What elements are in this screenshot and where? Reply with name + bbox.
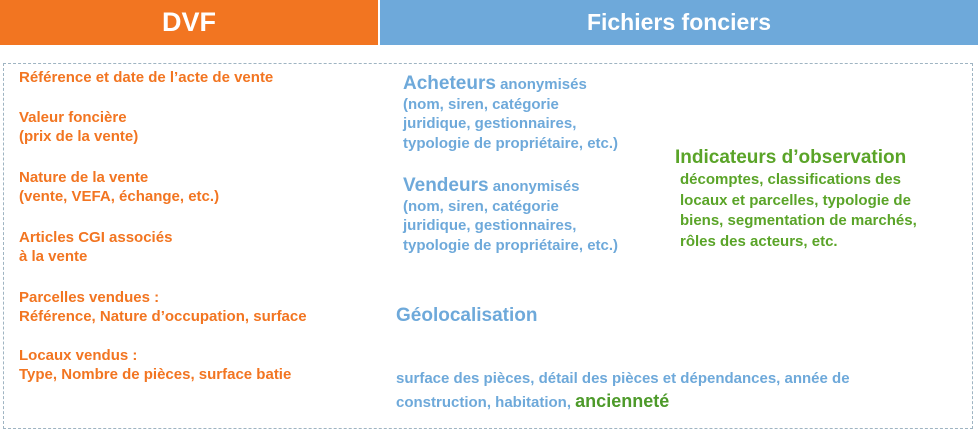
fichiers-fonciers-header: Fichiers fonciers xyxy=(380,0,978,45)
dvf-item-line: à la vente xyxy=(19,248,88,265)
dvf-item-articles: Articles CGI associés à la vente xyxy=(19,228,172,266)
indicateurs-body: décomptes, classifications des locaux et… xyxy=(680,170,917,252)
dvf-item-line: Locaux vendus : xyxy=(19,347,138,364)
content-frame xyxy=(3,63,973,429)
surface-line-1: surface des pièces, détail des pièces et… xyxy=(396,370,850,387)
dvf-header: DVF xyxy=(0,0,378,45)
dvf-item-line: (vente, VEFA, échange, etc.) xyxy=(19,188,220,205)
acheteurs-line: juridique, gestionnaires, xyxy=(403,115,577,132)
surface-line-2: construction, habitation, xyxy=(396,394,576,411)
vendeurs-line: typologie de propriétaire, etc.) xyxy=(403,236,619,254)
acheteurs-line: typologie de propriétaire, etc.) xyxy=(403,134,619,152)
acheteurs-title: Acheteurs xyxy=(403,73,496,94)
dvf-item-line: Parcelles vendues : xyxy=(19,289,160,306)
vendeurs-line: (nom, siren, catégorie xyxy=(403,197,559,215)
indicateurs-line: biens, segmentation de marchés, xyxy=(680,212,917,229)
vendeurs-line: juridique, gestionnaires, xyxy=(403,217,577,234)
dvf-item-line: Nature de la vente xyxy=(19,169,149,186)
dvf-item-locaux: Locaux vendus : Type, Nombre de pièces, … xyxy=(19,346,291,384)
vendeurs-title: Vendeurs xyxy=(403,175,489,196)
surface-details: surface des pièces, détail des pièces et… xyxy=(396,368,850,414)
dvf-item-line: Articles CGI associés xyxy=(19,229,173,246)
dvf-item-line: (prix de la vente) xyxy=(19,128,139,145)
dvf-item-valeur: Valeur foncière (prix de la vente) xyxy=(19,108,138,146)
dvf-item-nature: Nature de la vente (vente, VEFA, échange… xyxy=(19,168,219,206)
anciennete-highlight: ancienneté xyxy=(575,391,670,411)
dvf-item-line: Type, Nombre de pièces, surface batie xyxy=(19,366,292,383)
acheteurs-suffix: anonymisés xyxy=(495,76,587,93)
acheteurs-block: Acheteurs anonymisés (nom, siren, catégo… xyxy=(403,74,618,153)
acheteurs-line: (nom, siren, catégorie xyxy=(403,95,559,113)
dvf-item-parcelles: Parcelles vendues : Référence, Nature d’… xyxy=(19,288,307,326)
dvf-item-line: Référence, Nature d’occupation, surface xyxy=(19,308,307,325)
dvf-item-line: Référence et date de l’acte de vente xyxy=(19,69,274,86)
vendeurs-block: Vendeurs anonymisés (nom, siren, catégor… xyxy=(403,176,618,255)
geolocalisation-label: Géolocalisation xyxy=(396,305,538,326)
indicateurs-line: décomptes, classifications des xyxy=(680,171,901,188)
indicateurs-line: locaux et parcelles, typologie de xyxy=(680,191,911,209)
indicateurs-title: Indicateurs d’observation xyxy=(675,147,907,168)
indicateurs-line: rôles des acteurs, etc. xyxy=(680,232,838,250)
vendeurs-suffix: anonymisés xyxy=(488,178,580,195)
dvf-item-line: Valeur foncière xyxy=(19,109,127,126)
dvf-item-reference: Référence et date de l’acte de vente xyxy=(19,68,273,87)
